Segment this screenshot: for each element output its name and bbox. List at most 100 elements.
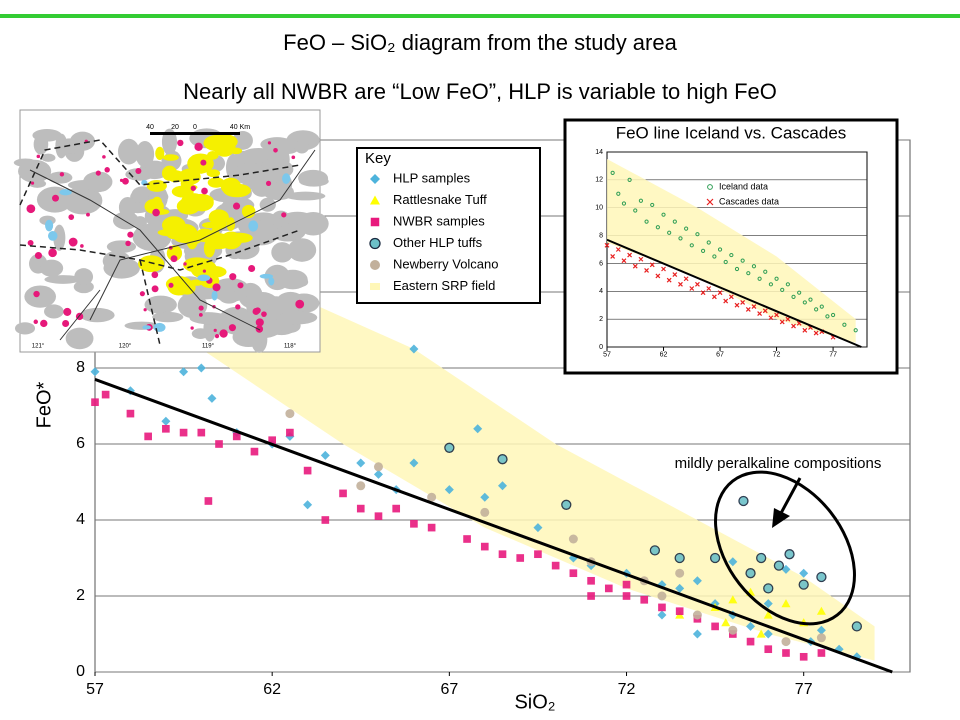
map-pink (135, 168, 142, 175)
map-pink (214, 334, 220, 339)
circle-point (781, 637, 791, 647)
map-gray (232, 326, 265, 348)
ring-point (723, 259, 728, 265)
circle-point (657, 591, 667, 601)
map-gray (83, 171, 113, 193)
map-blue (142, 325, 152, 330)
map-pink (190, 326, 194, 330)
x-tick-label: 57 (86, 681, 104, 698)
square-point (551, 561, 560, 570)
arrow-head (772, 508, 790, 528)
cross-point (762, 308, 768, 314)
square-point (569, 569, 578, 578)
y-tick-label: 6 (76, 435, 85, 452)
map-pink (228, 324, 236, 332)
map-gray (294, 140, 309, 154)
map-gray (74, 268, 94, 286)
map-gray (260, 137, 294, 152)
x-tick-label: 77 (795, 681, 813, 698)
square-point (303, 466, 312, 475)
diamond-point (692, 629, 702, 639)
x-axis-label: SiO₂ (514, 691, 555, 713)
circle-point (745, 568, 756, 579)
map: 40 20 0 40 Km 121° 120° 119° 118° (13, 109, 329, 353)
map-pink (229, 273, 237, 281)
square-point (516, 554, 525, 562)
x-tick-label: 67 (716, 352, 724, 359)
legend-label: HLP samples (393, 170, 471, 185)
ring-point (768, 282, 774, 287)
scale-bar (150, 132, 240, 135)
cross-point (649, 262, 655, 268)
square-point (232, 432, 241, 441)
cross-point (717, 290, 723, 296)
map-gray (18, 159, 52, 183)
highlight-ellipse (714, 470, 856, 626)
map-gray (24, 285, 56, 308)
triangle-point (756, 629, 766, 638)
square-point (534, 550, 542, 559)
trend-line (606, 238, 862, 348)
legend-label: Eastern SRP field (393, 278, 495, 293)
circle-point (784, 549, 795, 560)
diamond-point (409, 458, 419, 468)
y-tick-label: 0 (599, 344, 603, 351)
scale-label: 40 Km (230, 124, 250, 131)
cross-point (779, 319, 785, 325)
square-point (374, 512, 383, 521)
square-point (197, 428, 206, 437)
trend-line (94, 377, 893, 674)
diamond-point (356, 458, 366, 468)
y-tick-label: 8 (599, 232, 603, 239)
map-pink (183, 262, 187, 266)
circle-point (738, 495, 749, 507)
map-pink (86, 212, 90, 217)
map-yellow (162, 154, 179, 161)
ring-point (661, 212, 666, 217)
map-blue (45, 219, 54, 232)
map-pink (80, 244, 84, 248)
area-swatch (370, 283, 380, 290)
square-point (162, 424, 170, 433)
x-tick-label: 57 (603, 352, 611, 359)
cross-point (711, 294, 717, 300)
cross-point (757, 311, 763, 316)
square-point (126, 409, 135, 418)
map-pink (194, 142, 203, 152)
map-gray (285, 191, 326, 201)
ring-point (785, 282, 790, 287)
longitude-label: 118° (284, 344, 297, 350)
map-pink (252, 307, 260, 315)
map-blue (268, 277, 275, 286)
ring-point (830, 312, 836, 318)
map-gray (271, 242, 294, 263)
map-pink (125, 240, 131, 247)
diamond-point (320, 450, 330, 460)
square-point (427, 523, 436, 532)
band-area (607, 158, 856, 343)
map-yellow (197, 164, 206, 174)
cross-point (813, 330, 819, 336)
y-tick-label: 8 (76, 359, 85, 376)
inset-title: FeO line Iceland vs. Cascades (616, 123, 847, 142)
triangle-point (370, 195, 380, 205)
y-tick-label: 2 (599, 316, 603, 323)
map-pink (27, 239, 34, 246)
y-tick-label: 0 (76, 663, 85, 680)
square-point (799, 652, 808, 661)
circle-point (444, 442, 455, 453)
x-tick-label: 67 (440, 681, 458, 698)
longitude-label: 119° (202, 344, 215, 350)
triangle-point (728, 595, 738, 604)
map-roads (29, 149, 316, 341)
map-pink (40, 319, 48, 328)
ring-point (684, 226, 689, 231)
map-yellow (203, 239, 216, 258)
map-pink (104, 167, 110, 173)
map-yellow (241, 204, 256, 219)
triangle-point (816, 606, 826, 615)
map-pink (127, 231, 134, 238)
square-point (215, 440, 223, 448)
map-gray (41, 153, 56, 162)
map-blue (197, 274, 211, 282)
